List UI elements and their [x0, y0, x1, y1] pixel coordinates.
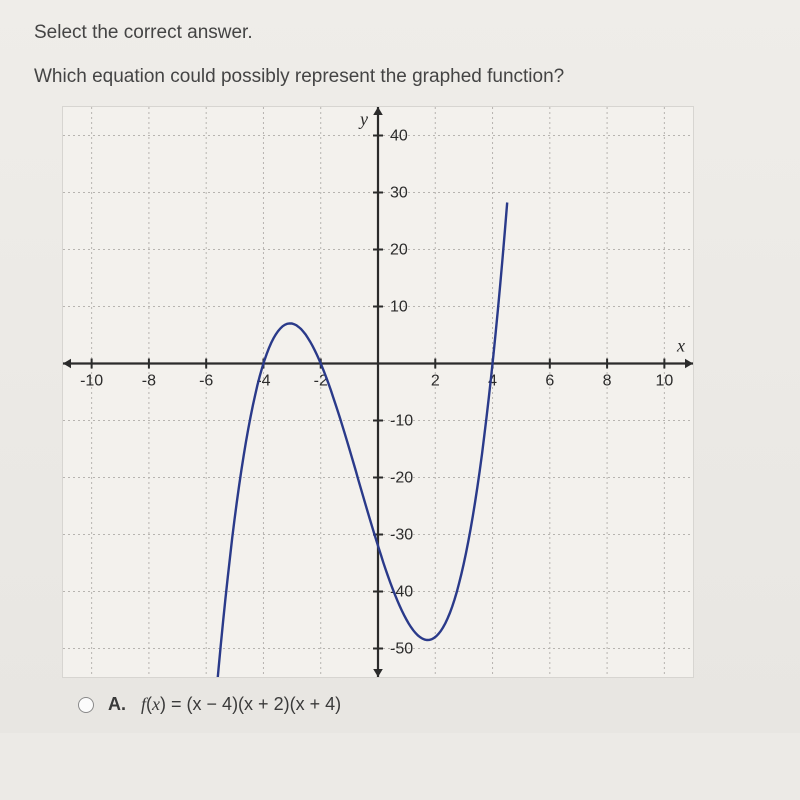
- svg-text:6: 6: [545, 373, 554, 390]
- answer-option-a[interactable]: A. f(x) = (x − 4)(x + 2)(x + 4): [78, 694, 772, 715]
- graph-panel: -10-8-6-4-224681040302010-10-20-30-40-50…: [62, 106, 694, 678]
- answer-text: A. f(x) = (x − 4)(x + 2)(x + 4): [108, 694, 341, 715]
- radio-icon[interactable]: [78, 697, 94, 713]
- svg-text:-50: -50: [390, 641, 413, 658]
- svg-text:10: 10: [390, 299, 408, 316]
- svg-text:2: 2: [431, 373, 440, 390]
- svg-text:8: 8: [603, 373, 612, 390]
- svg-text:-6: -6: [199, 373, 213, 390]
- svg-text:40: 40: [390, 128, 408, 145]
- svg-text:-10: -10: [80, 373, 103, 390]
- svg-text:x: x: [676, 336, 685, 356]
- svg-text:y: y: [358, 109, 368, 129]
- function-graph: -10-8-6-4-224681040302010-10-20-30-40-50…: [63, 107, 693, 677]
- svg-text:-8: -8: [142, 373, 156, 390]
- question-prompt: Which equation could possibly represent …: [34, 66, 772, 88]
- svg-text:-20: -20: [390, 470, 413, 487]
- svg-text:-10: -10: [390, 413, 413, 430]
- svg-text:10: 10: [655, 373, 673, 390]
- answer-list: A. f(x) = (x − 4)(x + 2)(x + 4): [78, 694, 772, 715]
- svg-text:20: 20: [390, 242, 408, 259]
- svg-text:30: 30: [390, 185, 408, 202]
- instruction-text: Select the correct answer.: [34, 22, 772, 44]
- svg-text:-30: -30: [390, 527, 413, 544]
